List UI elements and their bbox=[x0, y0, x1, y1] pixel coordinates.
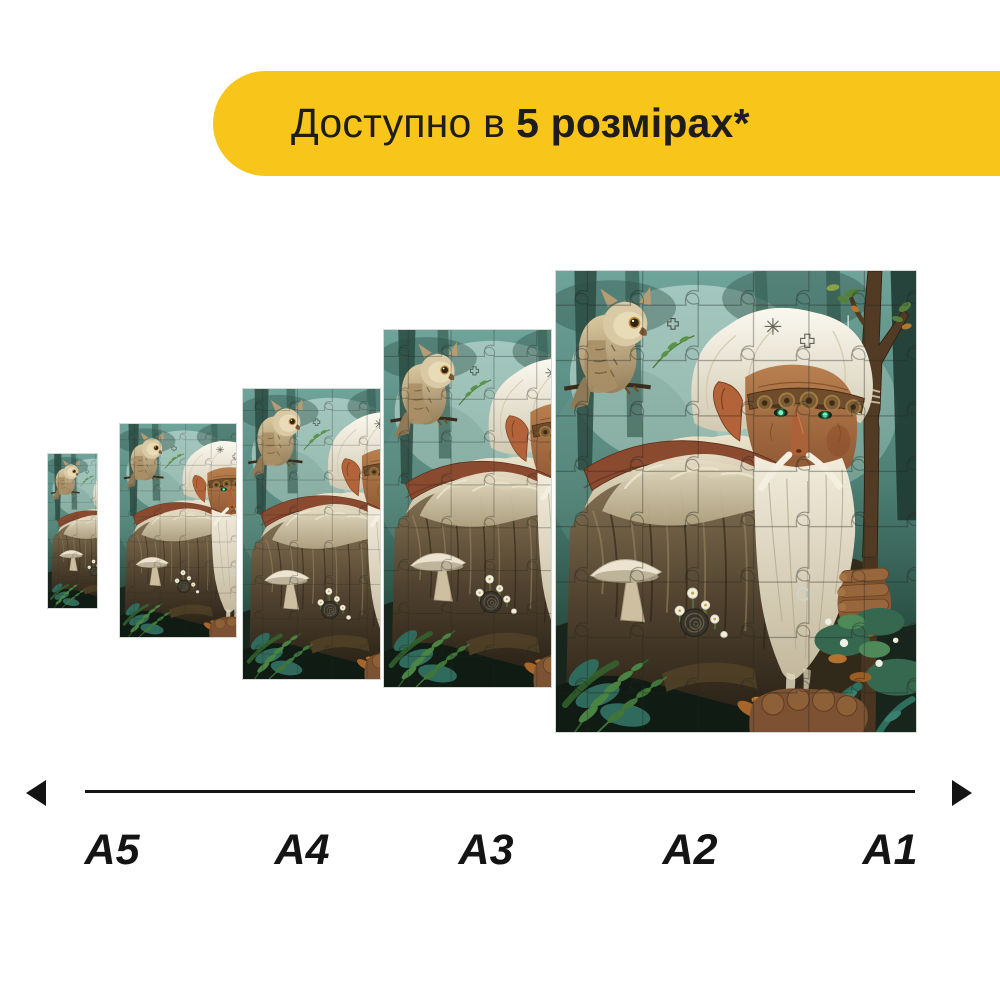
availability-banner: Доступно в 5 розмірах* bbox=[213, 71, 1000, 176]
banner-text-bold: 5 розмірах* bbox=[516, 100, 750, 146]
poster-a4 bbox=[119, 423, 237, 638]
left-arrow-icon bbox=[26, 780, 46, 806]
right-arrow-icon bbox=[952, 780, 972, 806]
banner-text-regular: Доступно в bbox=[291, 100, 506, 146]
poster-a3 bbox=[242, 388, 381, 680]
poster-a1 bbox=[555, 270, 917, 733]
puzzle-artwork bbox=[243, 389, 380, 679]
size-label-a3: A3 bbox=[458, 826, 514, 874]
puzzle-artwork bbox=[48, 454, 97, 608]
size-label-a1: A1 bbox=[862, 826, 918, 874]
poster-a2 bbox=[383, 329, 552, 688]
size-label-a5: A5 bbox=[84, 826, 140, 874]
puzzle-artwork bbox=[384, 330, 551, 687]
size-label-a4: A4 bbox=[274, 826, 330, 874]
puzzle-artwork bbox=[556, 271, 916, 732]
size-axis-line bbox=[85, 790, 915, 793]
size-label-a2: A2 bbox=[662, 826, 718, 874]
puzzle-artwork bbox=[120, 424, 236, 637]
poster-a5 bbox=[47, 453, 98, 609]
